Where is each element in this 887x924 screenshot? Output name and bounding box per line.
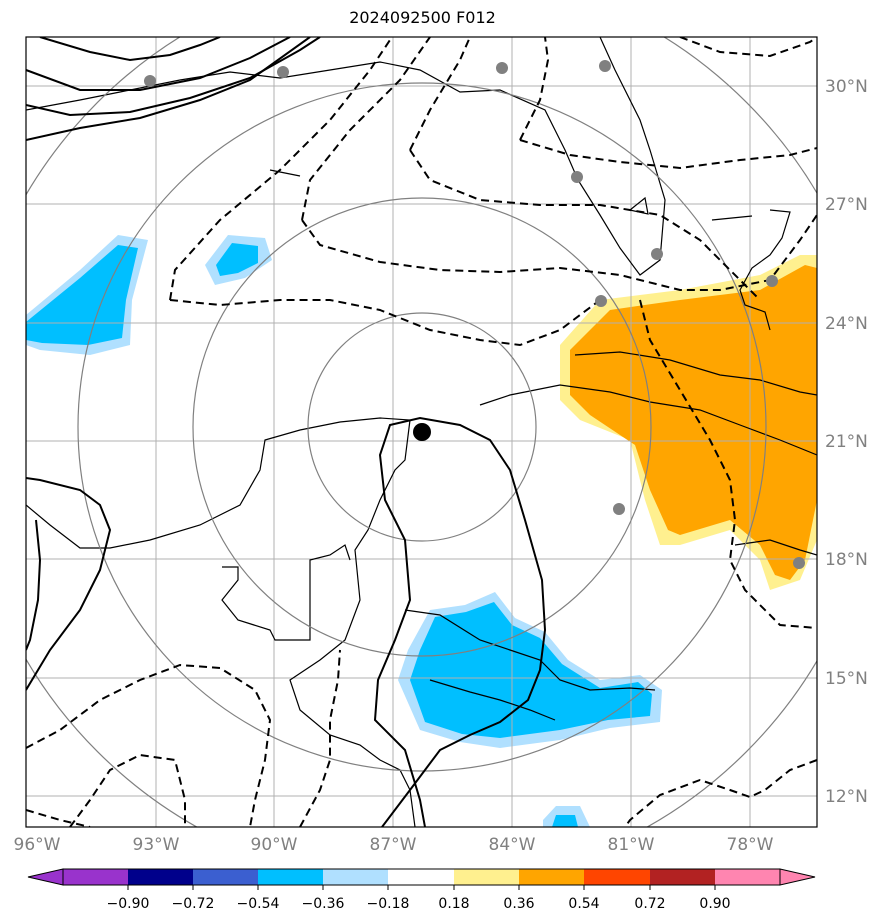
lon-label: 81°W [608,835,655,855]
colorbar-label: 0.90 [699,896,730,912]
colorbar-bin [519,869,584,885]
station-markers [144,60,805,569]
colorbar-label: −0.54 [237,896,280,912]
grid-lines [26,37,817,827]
colorbar-label: −0.72 [172,896,215,912]
station-marker [595,295,607,307]
station-marker [496,62,508,74]
range-rings [26,37,817,827]
lon-label: 93°W [133,835,180,855]
latitude-labels: 30°N 27°N 24°N 21°N 18°N 15°N 12°N [825,77,868,807]
map-title: 2024092500 F012 [349,8,496,27]
station-marker [571,171,583,183]
colorbar-bin [323,869,388,885]
lon-label: 78°W [727,835,774,855]
station-marker [277,66,289,78]
station-marker [599,60,611,72]
colorbar-label: 0.36 [503,896,534,912]
colorbar-label: −0.36 [302,896,345,912]
colorbar-bin [193,869,258,885]
colorbar-bin [128,869,193,885]
colorbar-bin [454,869,519,885]
negative-anomaly-caribbean [410,602,652,738]
lon-label: 90°W [251,835,298,855]
colorbar-extend-low [27,868,64,886]
lat-label: 12°N [825,787,868,807]
station-marker [766,275,778,287]
colorbar-bin [584,869,650,885]
station-marker [651,248,663,260]
negative-anomaly-south [552,815,578,827]
colorbar-label: −0.18 [367,896,410,912]
negative-anomaly-west [26,245,138,345]
map-frame [25,36,818,828]
colorbar-bin [258,869,323,885]
dashed-contours [26,37,817,827]
colorbar-label: 0.54 [568,896,599,912]
storm-center-marker [413,423,431,441]
lat-label: 18°N [825,550,868,570]
lat-label: 15°N [825,669,868,689]
colorbar-bin [388,869,454,885]
colorbar-extend-high [779,868,816,886]
solid-contours [26,37,547,827]
lon-label: 96°W [14,835,61,855]
colorbar-label: 0.18 [438,896,469,912]
colorbar: −0.90 −0.72 −0.54 −0.36 −0.18 0.18 0.36 … [27,868,816,912]
colorbar-label: −0.90 [107,896,150,912]
lon-label: 84°W [489,835,536,855]
lat-label: 21°N [825,432,868,452]
negative-anomaly-gulf [216,243,258,276]
colorbar-label: 0.72 [634,896,665,912]
lat-label: 30°N [825,77,868,97]
longitude-labels: 96°W 93°W 90°W 87°W 84°W 81°W 78°W [14,835,774,855]
lat-label: 24°N [825,314,868,334]
lat-label: 27°N [825,195,868,215]
station-marker [793,557,805,569]
colorbar-bin [650,869,715,885]
colorbar-frame [62,868,781,886]
colorbar-bin [63,869,128,885]
station-marker [144,75,156,87]
colorbar-bin [715,869,780,885]
station-marker [613,503,625,515]
map-area [26,37,817,827]
lon-label: 87°W [370,835,417,855]
